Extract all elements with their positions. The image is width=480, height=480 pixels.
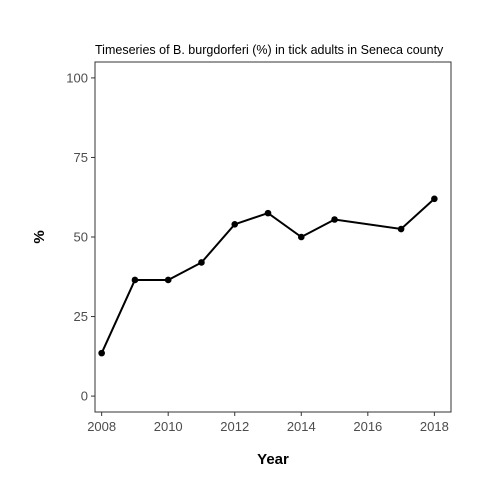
x-tick-label: 2016 [353, 419, 382, 434]
data-point [231, 220, 239, 228]
data-point [164, 276, 172, 284]
data-point [297, 233, 305, 241]
x-axis: 2008 2010 2012 2014 2016 2018 [87, 412, 449, 434]
x-tick-label: 2008 [87, 419, 116, 434]
series-line [100, 198, 436, 354]
data-point [198, 259, 205, 266]
x-tick-label: 2014 [287, 419, 316, 434]
y-axis-title: % [31, 230, 48, 243]
x-axis-title: Year [257, 451, 289, 468]
y-tick-label: 75 [74, 150, 88, 165]
y-tick-label: 0 [81, 389, 88, 404]
plot-panel [94, 61, 452, 413]
data-point [264, 209, 272, 217]
y-tick-label: 25 [74, 309, 88, 324]
y-axis: 0 25 50 75 100 [66, 70, 95, 404]
data-point [98, 349, 105, 357]
x-tick-label: 2012 [220, 419, 249, 434]
data-point [397, 225, 405, 233]
data-points [98, 195, 438, 357]
chart-title: Timeseries of B. burgdorferi (%) in tick… [95, 43, 444, 57]
x-tick-label: 2018 [420, 419, 449, 434]
y-tick-label: 50 [74, 230, 88, 245]
y-tick-label: 100 [66, 70, 88, 85]
data-point [431, 195, 438, 203]
data-point [131, 276, 139, 284]
x-tick-label: 2010 [154, 419, 183, 434]
data-point [331, 216, 338, 223]
